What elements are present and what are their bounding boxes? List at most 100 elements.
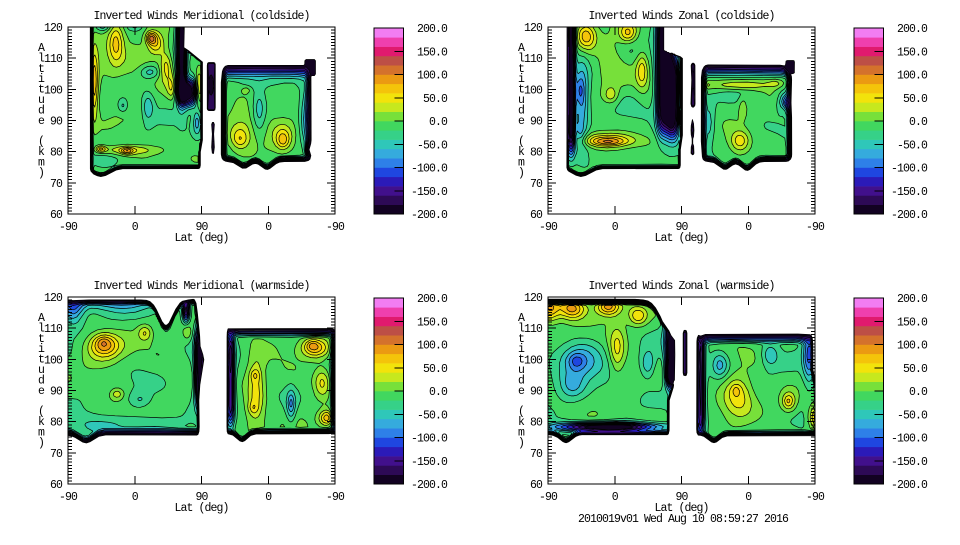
svg-text:-90: -90 xyxy=(326,221,345,234)
svg-text:t: t xyxy=(518,63,524,76)
svg-text:d: d xyxy=(38,374,44,387)
svg-text:0: 0 xyxy=(265,491,272,504)
svg-text:-100.0: -100.0 xyxy=(891,163,928,176)
svg-text:100: 100 xyxy=(44,84,63,97)
svg-text:Lat (deg): Lat (deg) xyxy=(174,502,228,515)
svg-text:150.0: 150.0 xyxy=(897,316,928,329)
svg-text:90: 90 xyxy=(50,386,63,399)
svg-text:100.0: 100.0 xyxy=(897,70,928,83)
svg-text:0: 0 xyxy=(745,221,752,234)
svg-text:60: 60 xyxy=(530,479,543,492)
svg-text:150.0: 150.0 xyxy=(897,46,928,59)
svg-text:l: l xyxy=(38,322,45,335)
svg-text:i: i xyxy=(38,343,45,356)
svg-text:t: t xyxy=(518,84,524,97)
svg-text:l: l xyxy=(38,52,45,65)
svg-text:-90: -90 xyxy=(59,221,78,234)
svg-text:-200.0: -200.0 xyxy=(891,209,928,222)
svg-text:0: 0 xyxy=(745,491,752,504)
svg-text:Inverted Winds Meridional (war: Inverted Winds Meridional (warmside) xyxy=(93,280,309,293)
svg-text:d: d xyxy=(38,104,44,117)
svg-text:u: u xyxy=(38,364,44,377)
svg-text:-150.0: -150.0 xyxy=(891,456,928,469)
svg-text:t: t xyxy=(518,354,524,367)
svg-text:u: u xyxy=(518,364,524,377)
svg-text:50.0: 50.0 xyxy=(903,93,928,106)
svg-text:u: u xyxy=(38,94,44,107)
svg-text:80: 80 xyxy=(50,417,63,430)
svg-text:-150.0: -150.0 xyxy=(411,186,448,199)
svg-text:A: A xyxy=(38,312,45,325)
svg-text:-90: -90 xyxy=(539,221,558,234)
svg-text:Inverted Winds Meridional (col: Inverted Winds Meridional (coldside) xyxy=(93,10,309,23)
svg-text:120: 120 xyxy=(524,292,543,305)
svg-text:-90: -90 xyxy=(539,491,558,504)
svg-text:-50.0: -50.0 xyxy=(417,409,448,422)
svg-text:150.0: 150.0 xyxy=(417,46,448,59)
svg-text:60: 60 xyxy=(530,209,543,222)
svg-text:k: k xyxy=(38,416,45,429)
svg-text:t: t xyxy=(38,333,44,346)
svg-text:-150.0: -150.0 xyxy=(891,186,928,199)
svg-text:50.0: 50.0 xyxy=(903,363,928,376)
svg-text:200.0: 200.0 xyxy=(417,23,448,36)
svg-text:A: A xyxy=(518,42,525,55)
svg-text:t: t xyxy=(38,84,44,97)
svg-text:90: 90 xyxy=(530,386,543,399)
svg-text:200.0: 200.0 xyxy=(897,23,928,36)
svg-text:(: ( xyxy=(518,406,524,419)
svg-text:i: i xyxy=(518,73,525,86)
svg-text:90: 90 xyxy=(50,116,63,129)
svg-text:l: l xyxy=(518,52,525,65)
svg-text:200.0: 200.0 xyxy=(897,293,928,306)
svg-text:k: k xyxy=(518,416,525,429)
svg-text:50.0: 50.0 xyxy=(423,93,448,106)
svg-text:80: 80 xyxy=(530,417,543,430)
svg-text:t: t xyxy=(38,63,44,76)
svg-text:Lat (deg): Lat (deg) xyxy=(654,232,708,245)
svg-text:90: 90 xyxy=(675,491,688,504)
svg-text:-200.0: -200.0 xyxy=(411,209,448,222)
svg-text:m: m xyxy=(38,156,45,169)
svg-text:-200.0: -200.0 xyxy=(411,479,448,492)
svg-text:Inverted Winds Zonal (warmside: Inverted Winds Zonal (warmside) xyxy=(588,280,774,293)
svg-text:e: e xyxy=(38,385,45,398)
svg-text:-100.0: -100.0 xyxy=(891,433,928,446)
svg-text:70: 70 xyxy=(50,178,63,191)
svg-text:m: m xyxy=(518,426,525,439)
svg-text:60: 60 xyxy=(50,479,63,492)
svg-text:100: 100 xyxy=(44,354,63,367)
svg-text:i: i xyxy=(518,343,525,356)
svg-text:110: 110 xyxy=(524,53,543,66)
svg-text:): ) xyxy=(518,167,524,180)
svg-text:0.0: 0.0 xyxy=(429,116,448,129)
svg-text:0.0: 0.0 xyxy=(909,386,928,399)
svg-text:0: 0 xyxy=(132,221,139,234)
svg-text:200.0: 200.0 xyxy=(417,293,448,306)
svg-text:(: ( xyxy=(518,136,524,149)
svg-text:0: 0 xyxy=(265,221,272,234)
svg-text:0: 0 xyxy=(612,491,619,504)
svg-text:90: 90 xyxy=(195,491,208,504)
svg-text:-50.0: -50.0 xyxy=(897,139,928,152)
svg-text:i: i xyxy=(38,73,45,86)
svg-text:60: 60 xyxy=(50,209,63,222)
svg-text:120: 120 xyxy=(524,22,543,35)
svg-text:70: 70 xyxy=(530,448,543,461)
svg-text:0.0: 0.0 xyxy=(909,116,928,129)
svg-text:): ) xyxy=(38,437,44,450)
svg-text:A: A xyxy=(518,312,525,325)
svg-text:l: l xyxy=(518,322,525,335)
svg-text:-90: -90 xyxy=(59,491,78,504)
svg-text:-100.0: -100.0 xyxy=(411,433,448,446)
svg-text:Lat (deg): Lat (deg) xyxy=(654,502,708,515)
svg-text:-90: -90 xyxy=(806,221,825,234)
svg-text:90: 90 xyxy=(675,221,688,234)
svg-text:): ) xyxy=(38,167,44,180)
svg-text:80: 80 xyxy=(530,147,543,160)
svg-text:100.0: 100.0 xyxy=(417,340,448,353)
svg-text:u: u xyxy=(518,94,524,107)
svg-text:m: m xyxy=(38,426,45,439)
svg-text:100: 100 xyxy=(524,354,543,367)
svg-text:90: 90 xyxy=(530,116,543,129)
